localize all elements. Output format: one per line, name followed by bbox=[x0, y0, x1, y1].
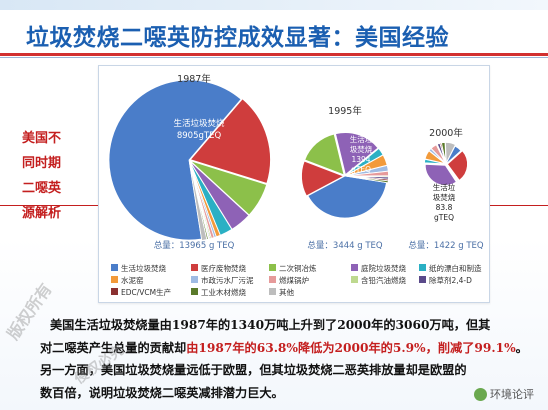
legend-label: 其他 bbox=[279, 287, 294, 297]
total-label: 总量：1422 g TEQ bbox=[408, 240, 483, 251]
year-label: 1987年 bbox=[177, 73, 211, 85]
pie-slice bbox=[307, 175, 387, 219]
pie-slice bbox=[335, 132, 379, 176]
legend-label: 生活垃圾焚烧 bbox=[121, 263, 166, 273]
legend-swatch bbox=[351, 276, 358, 283]
legend-swatch bbox=[269, 264, 276, 271]
paragraph-text: 。 bbox=[515, 340, 528, 355]
chart-panel: 1987年 生活垃圾焚烧 8905gTEQ 总量：13965 g TEQ 1995年 生活… bbox=[98, 65, 490, 303]
slice-data-label: 1394 bbox=[351, 155, 370, 164]
pie-slice bbox=[440, 142, 447, 163]
pie-slice bbox=[424, 158, 445, 165]
total-label: 总量：13965 g TEQ bbox=[154, 240, 235, 251]
legend-swatch bbox=[111, 264, 118, 271]
legend-swatch bbox=[191, 276, 198, 283]
pie-slice bbox=[301, 160, 345, 197]
year-label: 1995年 bbox=[328, 105, 362, 117]
pie-slice bbox=[304, 133, 345, 176]
brand-mark: 环境论评 bbox=[474, 386, 534, 402]
legend-swatch bbox=[419, 264, 426, 271]
legend-swatch bbox=[351, 264, 358, 271]
slice-data-label: 生活垃圾焚烧 bbox=[173, 118, 225, 129]
legend-swatch bbox=[111, 288, 118, 295]
summary-paragraph: 美国生活垃圾焚烧量由1987年的1340万吨上升到了2000年的3060万吨，但… bbox=[40, 314, 532, 404]
legend-label: 医疗废物焚烧 bbox=[201, 263, 246, 273]
year-label: 2000年 bbox=[429, 127, 463, 139]
paragraph-line: 另一方面，美国垃圾焚烧量远低于欧盟，但其垃圾焚烧二恶英排放量却是欧盟的 bbox=[40, 363, 467, 377]
slice-data-label: 83.8 bbox=[436, 203, 453, 212]
legend-swatch bbox=[269, 288, 276, 295]
slice-data-label: 圾焚烧 bbox=[433, 192, 456, 202]
pie-slice bbox=[190, 160, 268, 216]
slice-data-label: 生活垃 bbox=[433, 182, 456, 192]
slice-data-label: gTEQ bbox=[434, 213, 454, 222]
wechat-icon bbox=[474, 387, 487, 401]
page-title: 垃圾焚烧二噁英防控成效显著：美国经验 bbox=[26, 25, 449, 51]
pie-slice bbox=[189, 98, 271, 184]
legend-label: 纸的漂白和制造 bbox=[429, 263, 482, 273]
slice-data-label: gTEQ bbox=[351, 165, 371, 174]
legend-label: 含铅汽油燃烧 bbox=[361, 275, 406, 285]
slice-data-label: 圾焚烧 bbox=[350, 144, 373, 154]
legend-label: 市政污水厂污泥 bbox=[201, 275, 254, 285]
pie-slice bbox=[446, 164, 460, 183]
pie-slice bbox=[424, 150, 445, 164]
brand-label: 环境论评 bbox=[490, 388, 534, 401]
left-side-caption: 美国不 同时期 二噁英 源解析 bbox=[0, 126, 98, 226]
legend-swatch bbox=[419, 276, 426, 283]
left-caption-line: 二噁英 bbox=[22, 181, 62, 196]
legend-label: 除草剂2,4-D bbox=[429, 275, 472, 285]
left-caption-line: 源解析 bbox=[22, 206, 62, 221]
pie-slice bbox=[445, 142, 456, 165]
legend-label: 工业木材燃烧 bbox=[201, 287, 246, 297]
slice-data-label: 8905gTEQ bbox=[177, 131, 222, 141]
paragraph-line: 数百倍，说明垃圾焚烧二噁英减排潜力巨大。 bbox=[40, 385, 284, 400]
legend-swatch bbox=[111, 276, 118, 283]
paragraph-text: 对二噁英产生总量的贡献却 bbox=[40, 340, 187, 355]
legend-swatch bbox=[269, 276, 276, 283]
right-red-rule bbox=[490, 205, 548, 206]
paragraph-line: 对二噁英产生总量的贡献却由1987年的63.8%降低为2000年的5.9%，削减… bbox=[40, 337, 532, 360]
pie-slice bbox=[188, 161, 208, 241]
pie-slice bbox=[346, 175, 389, 184]
total-label: 总量：3444 g TEQ bbox=[307, 240, 382, 251]
paragraph-line: 美国生活垃圾焚烧量由1987年的1340万吨上升到了2000年的3060万吨，但… bbox=[50, 318, 491, 332]
legend-swatch bbox=[191, 264, 198, 271]
top-banner bbox=[0, 0, 548, 10]
title-divider-thin bbox=[0, 57, 548, 58]
legend-label: EDC/VCM生产 bbox=[121, 287, 171, 297]
pie-slice bbox=[108, 79, 242, 241]
left-red-rule bbox=[0, 205, 98, 206]
pie-slice bbox=[424, 163, 457, 186]
legend-label: 水泥窑 bbox=[121, 275, 144, 285]
left-caption-line: 美国不 bbox=[22, 131, 62, 146]
slice-data-label: 生活垃 bbox=[350, 134, 373, 144]
legend-label: 燃煤锅炉 bbox=[279, 275, 309, 285]
highlight-text: 由1987年的63.8%降低为2000年的5.9%，削减了99.1% bbox=[186, 340, 516, 355]
legend-label: 庭院垃圾焚烧 bbox=[361, 263, 406, 273]
title-divider bbox=[0, 53, 548, 56]
legend-label: 二次铜冶炼 bbox=[279, 263, 317, 273]
left-caption-line: 同时期 bbox=[22, 156, 62, 171]
pie-slice bbox=[446, 150, 468, 181]
legend-swatch bbox=[191, 288, 198, 295]
